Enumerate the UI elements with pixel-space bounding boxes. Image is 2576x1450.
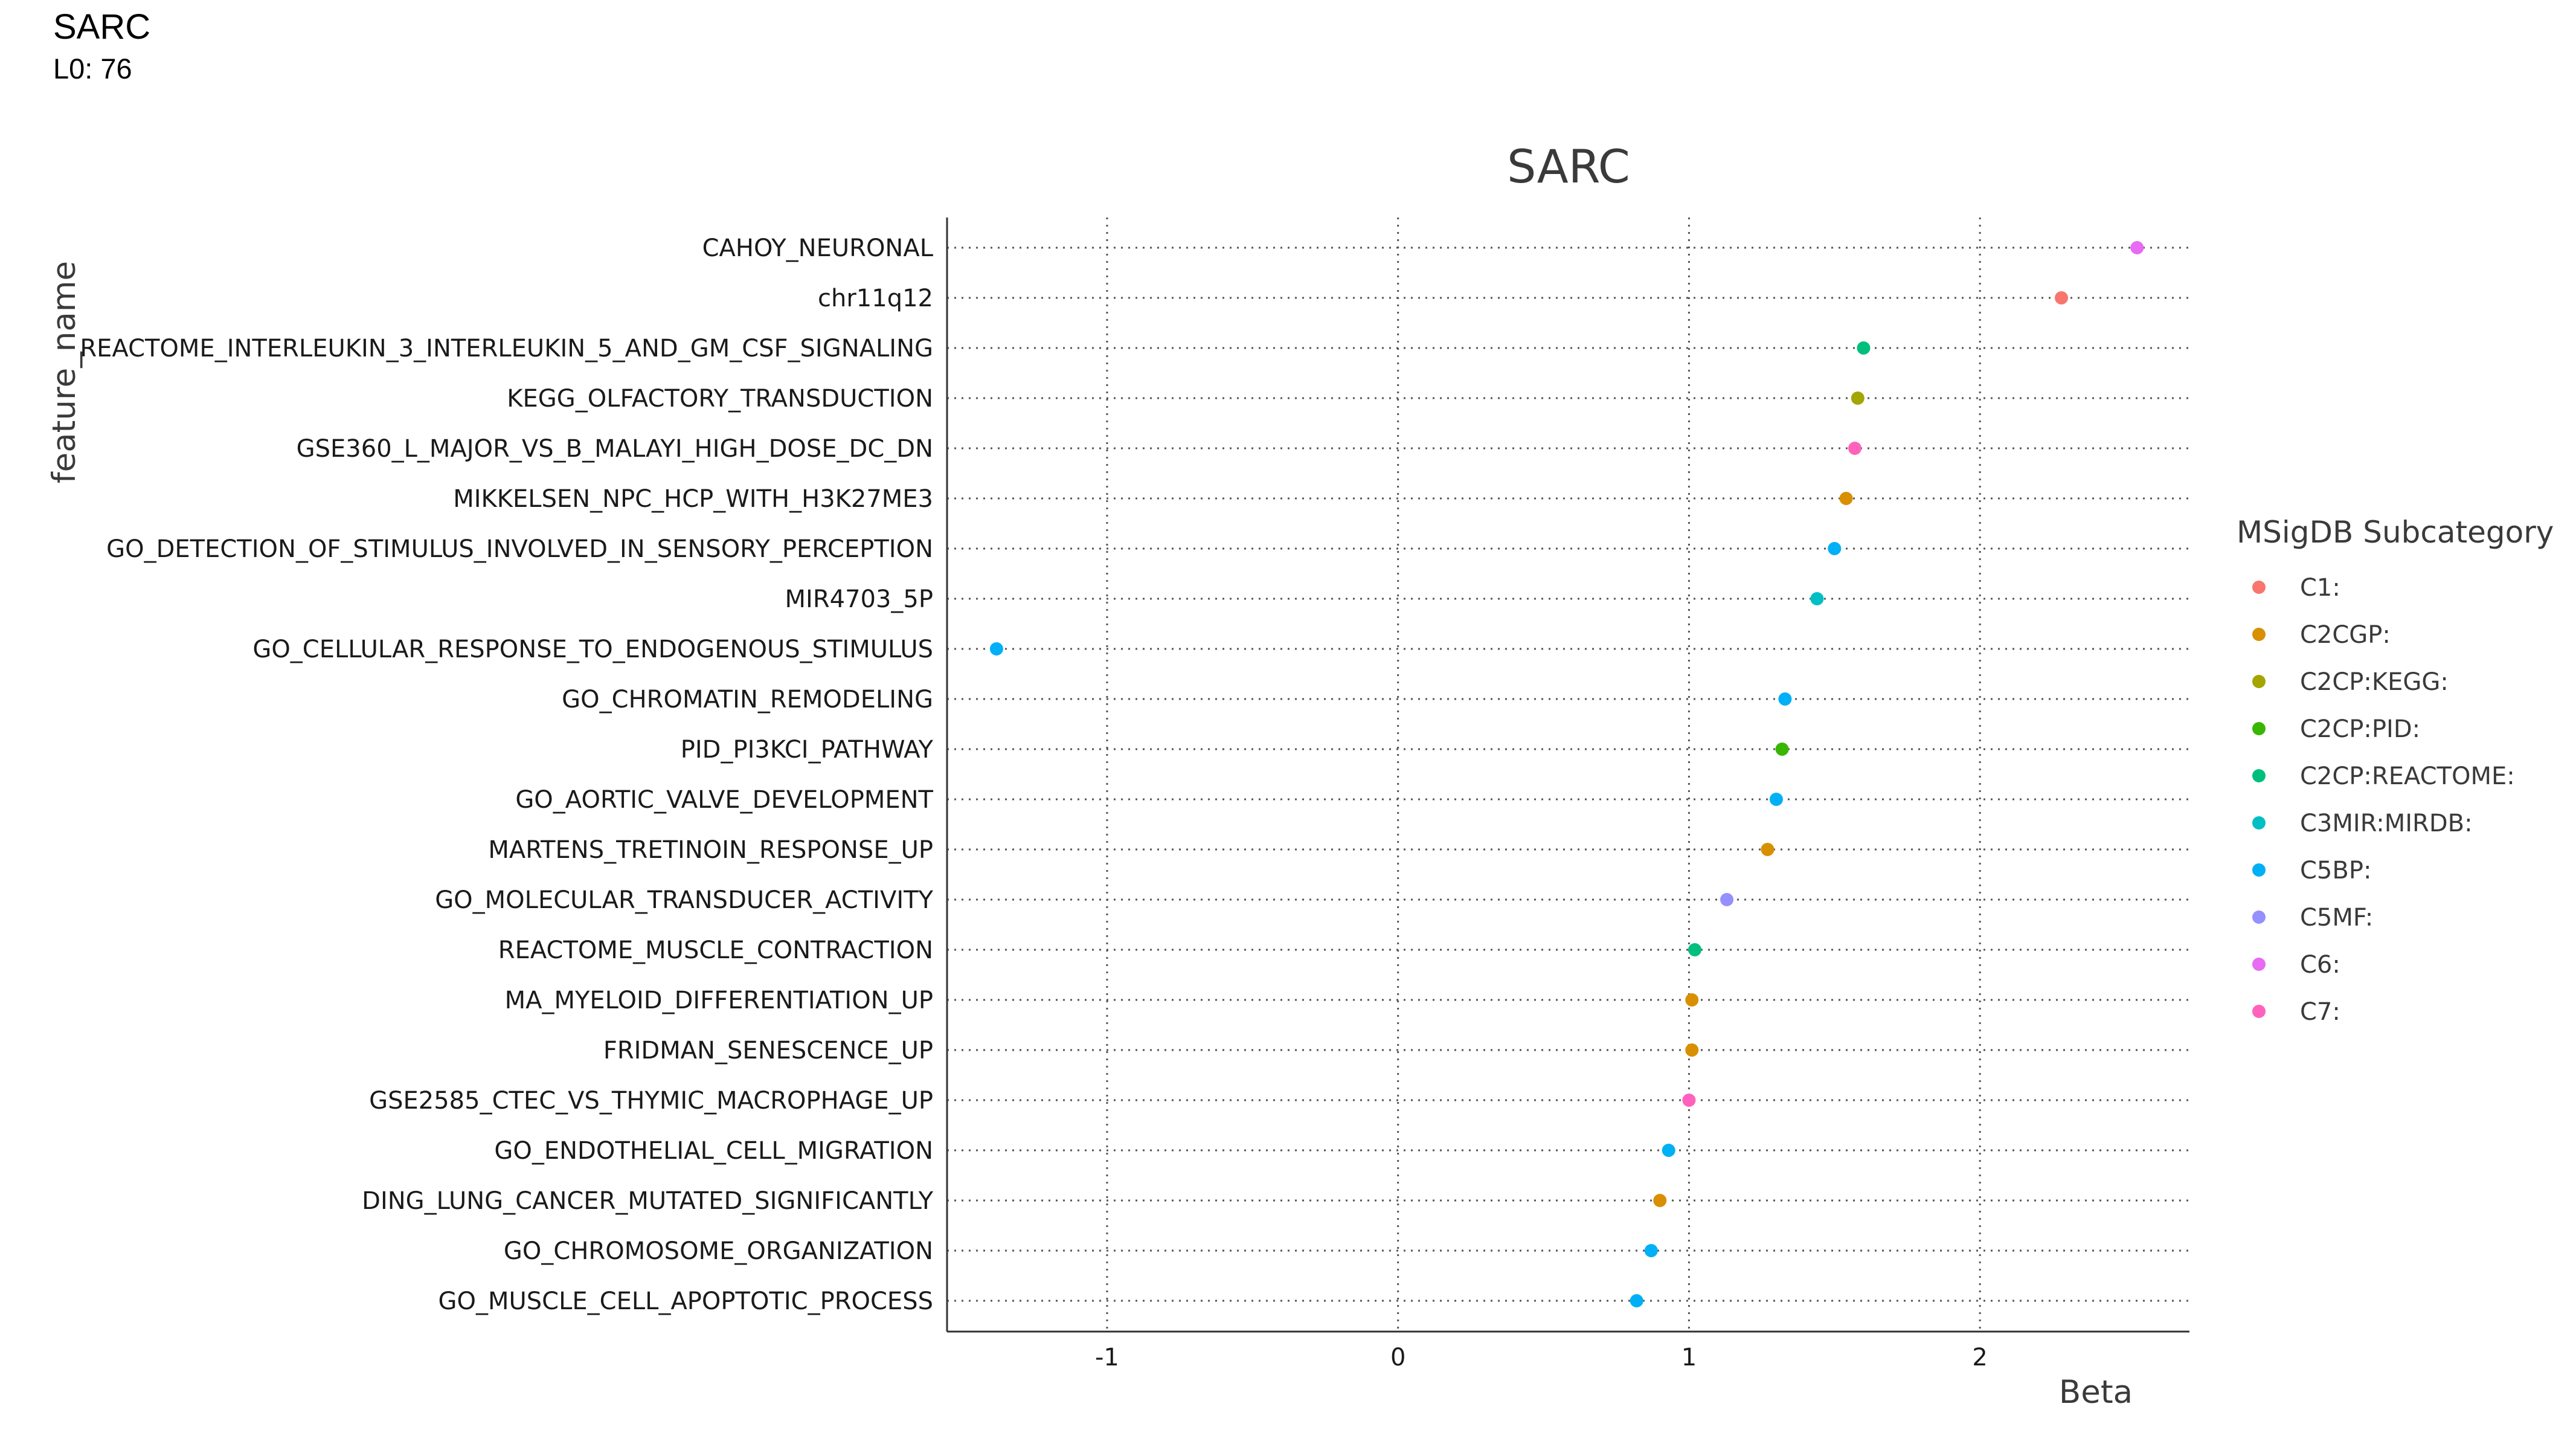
legend-label: C6: xyxy=(2300,951,2340,979)
legend-label: C2CP:REACTOME: xyxy=(2300,762,2515,790)
grid-layer xyxy=(947,218,2189,1332)
legend-key xyxy=(2252,581,2266,594)
x-axis-title: Beta xyxy=(2059,1374,2133,1411)
data-point xyxy=(1720,893,1734,906)
data-point xyxy=(989,642,1003,656)
y-tick-label: GO_CELLULAR_RESPONSE_TO_ENDOGENOUS_STIMU… xyxy=(252,636,933,663)
data-point xyxy=(1630,1294,1643,1307)
data-point xyxy=(1644,1244,1658,1257)
points-layer xyxy=(989,241,2144,1307)
y-tick-label: GSE2585_CTEC_VS_THYMIC_MACROPHAGE_UP xyxy=(369,1087,933,1115)
legend-title: MSigDB Subcategory xyxy=(2237,515,2554,550)
y-axis-title: feature_name xyxy=(46,261,83,483)
y-tick-label: PID_PI3KCI_PATHWAY xyxy=(681,736,934,764)
y-tick-label: GO_ENDOTHELIAL_CELL_MIGRATION xyxy=(494,1137,933,1165)
data-point xyxy=(1662,1144,1675,1157)
data-point xyxy=(1851,392,1865,405)
y-tick-label: FRIDMAN_SENESCENCE_UP xyxy=(603,1037,933,1065)
data-point xyxy=(1857,341,1871,355)
legend-key xyxy=(2252,863,2266,877)
legend-key xyxy=(2252,1005,2266,1018)
y-tick-label: DING_LUNG_CANCER_MUTATED_SIGNIFICANTLY xyxy=(362,1187,933,1215)
data-point xyxy=(1810,592,1824,605)
legend-label: C2CP:PID: xyxy=(2300,715,2420,743)
data-point xyxy=(1839,492,1853,505)
y-tick-label: MIR4703_5P xyxy=(785,585,933,613)
legend-key xyxy=(2252,675,2266,688)
y-tick-label: MIKKELSEN_NPC_HCP_WITH_H3K27ME3 xyxy=(453,485,933,513)
legend-key xyxy=(2252,816,2266,830)
data-point xyxy=(2055,291,2069,304)
data-point xyxy=(1761,843,1775,856)
legend-layer: MSigDB Subcategory C1: C2CGP: C2CP:KEGG: C2C… xyxy=(2237,515,2554,1026)
data-point xyxy=(1685,1043,1699,1057)
x-tick-label: 1 xyxy=(1681,1344,1697,1371)
y-tick-label: REACTOME_INTERLEUKIN_3_INTERLEUKIN_5_AND… xyxy=(80,335,933,362)
legend-label: C5MF: xyxy=(2300,904,2373,932)
axis-layer: -1 0 1 2 CAHOY_NEURONAL chr11q12 REACTOME_INTE… xyxy=(80,218,2189,1371)
legend-key xyxy=(2252,769,2266,782)
y-tick-label: GO_AORTIC_VALVE_DEVELOPMENT xyxy=(515,786,933,814)
data-point xyxy=(1778,692,1792,706)
y-tick-label: CAHOY_NEURONAL xyxy=(702,234,934,262)
legend-label: C3MIR:MIRDB: xyxy=(2300,810,2473,837)
y-tick-label: MA_MYELOID_DIFFERENTIATION_UP xyxy=(505,987,933,1014)
data-point xyxy=(2130,241,2144,254)
y-tick-label: GO_CHROMOSOME_ORGANIZATION xyxy=(504,1237,933,1265)
data-point xyxy=(1682,1094,1696,1107)
data-point xyxy=(1653,1194,1667,1207)
y-tick-label: MARTENS_TRETINOIN_RESPONSE_UP xyxy=(488,836,933,864)
y-tick-label: GO_CHROMATIN_REMODELING xyxy=(562,686,933,714)
y-tick-label: GSE360_L_MAJOR_VS_B_MALAYI_HIGH_DOSE_DC_… xyxy=(297,435,933,463)
legend-label: C7: xyxy=(2300,998,2340,1026)
y-tick-label: GO_DETECTION_OF_STIMULUS_INVOLVED_IN_SEN… xyxy=(106,535,933,563)
legend-key xyxy=(2252,628,2266,641)
legend-label: C5BP: xyxy=(2300,857,2371,884)
page-header: SARC L0: 76 xyxy=(53,6,150,86)
data-point xyxy=(1688,943,1702,956)
x-tick-label: -1 xyxy=(1095,1344,1119,1371)
legend-label: C1: xyxy=(2300,574,2340,602)
x-tick-label: 2 xyxy=(1972,1344,1987,1371)
data-point xyxy=(1848,442,1862,455)
page-title: SARC xyxy=(53,7,151,47)
data-point xyxy=(1775,743,1789,756)
x-tick-label: 0 xyxy=(1390,1344,1405,1371)
y-tick-label: GO_MUSCLE_CELL_APOPTOTIC_PROCESS xyxy=(438,1287,933,1315)
data-point xyxy=(1685,993,1699,1007)
label-layer: SARC Beta feature_name xyxy=(46,140,2133,1411)
data-point xyxy=(1769,793,1783,806)
data-point xyxy=(1828,542,1842,555)
legend-label: C2CGP: xyxy=(2300,621,2391,649)
y-tick-label: KEGG_OLFACTORY_TRANSDUCTION xyxy=(507,385,933,413)
y-tick-label: REACTOME_MUSCLE_CONTRACTION xyxy=(498,936,933,964)
legend-key xyxy=(2252,722,2266,735)
y-tick-label: chr11q12 xyxy=(818,285,933,312)
legend-label: C2CP:KEGG: xyxy=(2300,668,2449,696)
y-tick-label: GO_MOLECULAR_TRANSDUCER_ACTIVITY xyxy=(435,886,933,914)
page-subtitle: L0: 76 xyxy=(53,52,132,85)
legend-key xyxy=(2252,958,2266,971)
legend-key xyxy=(2252,910,2266,924)
chart-title: SARC xyxy=(1507,140,1630,193)
